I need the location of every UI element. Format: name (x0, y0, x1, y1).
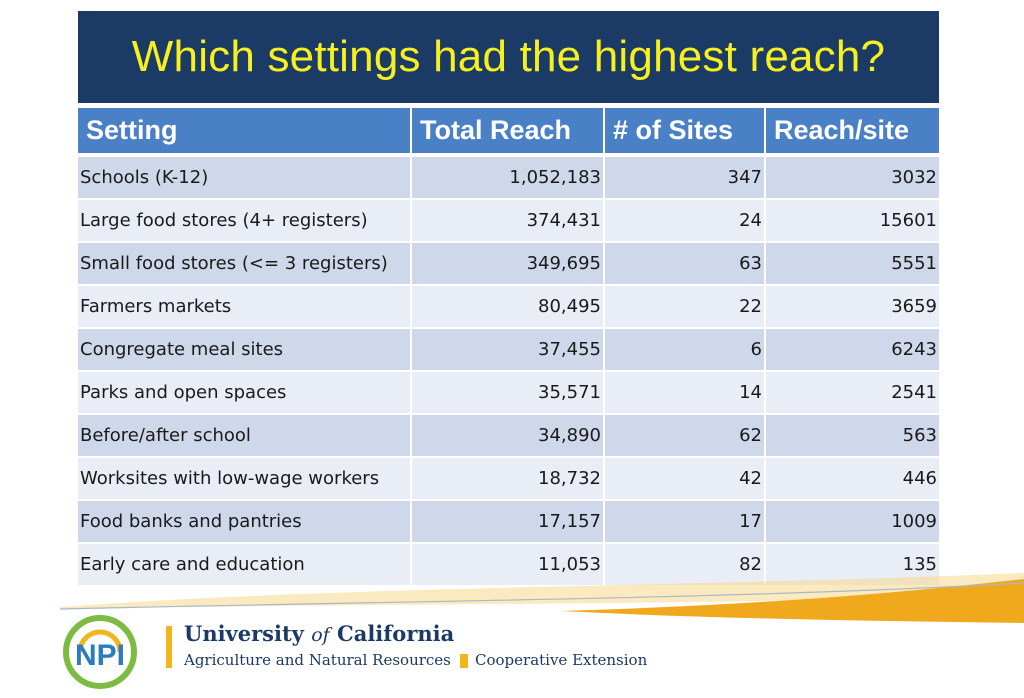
reach-table: Setting Total Reach # of Sites Reach/sit… (78, 108, 939, 585)
cell-total-reach: 37,455 (412, 327, 605, 370)
cell-setting: Congregate meal sites (78, 327, 412, 370)
cell-reach-per-site: 6243 (766, 327, 939, 370)
cell-total-reach: 18,732 (412, 456, 605, 499)
cell-total-reach: 374,431 (412, 198, 605, 241)
table-row: Schools (K-12) 1,052,183 347 3032 (78, 153, 939, 198)
cell-setting: Parks and open spaces (78, 370, 412, 413)
cell-setting: Schools (K-12) (78, 153, 412, 198)
table-row: Worksites with low-wage workers 18,732 4… (78, 456, 939, 499)
table-row: Farmers markets 80,495 22 3659 (78, 284, 939, 327)
cell-total-reach: 80,495 (412, 284, 605, 327)
footer-swoosh (59, 573, 1024, 623)
cell-reach-per-site: 15601 (766, 198, 939, 241)
cell-sites: 63 (605, 241, 766, 284)
cell-setting: Early care and education (78, 542, 412, 585)
cell-setting: Small food stores (<= 3 registers) (78, 241, 412, 284)
header-num-sites: # of Sites (605, 108, 766, 153)
header-total-reach: Total Reach (412, 108, 605, 153)
cooperative-extension: Cooperative Extension (475, 651, 648, 669)
header-reach-per-site: Reach/site (766, 108, 939, 153)
header-setting: Setting (78, 108, 412, 153)
cell-total-reach: 35,571 (412, 370, 605, 413)
cell-total-reach: 17,157 (412, 499, 605, 542)
cell-setting: Worksites with low-wage workers (78, 456, 412, 499)
npi-logo: NPI (63, 615, 137, 689)
cell-total-reach: 349,695 (412, 241, 605, 284)
table-row: Congregate meal sites 37,455 6 6243 (78, 327, 939, 370)
cell-total-reach: 1,052,183 (412, 153, 605, 198)
ce-accent-bar (460, 654, 468, 668)
cell-setting: Before/after school (78, 413, 412, 456)
table-row: Large food stores (4+ registers) 374,431… (78, 198, 939, 241)
table-row: Before/after school 34,890 62 563 (78, 413, 939, 456)
cell-reach-per-site: 3659 (766, 284, 939, 327)
cell-sites: 22 (605, 284, 766, 327)
uc-accent-bar (166, 626, 172, 668)
cell-sites: 42 (605, 456, 766, 499)
cell-sites: 347 (605, 153, 766, 198)
cell-sites: 17 (605, 499, 766, 542)
cell-total-reach: 34,890 (412, 413, 605, 456)
slide-title: Which settings had the highest reach? (131, 32, 886, 81)
cell-sites: 6 (605, 327, 766, 370)
cell-sites: 62 (605, 413, 766, 456)
cell-sites: 14 (605, 370, 766, 413)
cell-sites: 24 (605, 198, 766, 241)
uc-name-of: of (311, 624, 330, 646)
cell-reach-per-site: 2541 (766, 370, 939, 413)
cell-reach-per-site: 3032 (766, 153, 939, 198)
cell-total-reach: 11,053 (412, 542, 605, 585)
cell-reach-per-site: 446 (766, 456, 939, 499)
title-band: Which settings had the highest reach? (78, 11, 939, 103)
cell-setting: Farmers markets (78, 284, 412, 327)
cell-setting: Large food stores (4+ registers) (78, 198, 412, 241)
uc-subtitle: Agriculture and Natural Resources (184, 651, 451, 669)
cell-reach-per-site: 5551 (766, 241, 939, 284)
table-row: Small food stores (<= 3 registers) 349,6… (78, 241, 939, 284)
uc-name-part2: California (337, 621, 455, 646)
table-header-row: Setting Total Reach # of Sites Reach/sit… (78, 108, 939, 153)
cell-reach-per-site: 563 (766, 413, 939, 456)
table-row: Parks and open spaces 35,571 14 2541 (78, 370, 939, 413)
table-row: Food banks and pantries 17,157 17 1009 (78, 499, 939, 542)
cell-reach-per-site: 1009 (766, 499, 939, 542)
uc-name: University of California (184, 621, 454, 646)
cell-sites: 82 (605, 542, 766, 585)
table-row: Early care and education 11,053 82 135 (78, 542, 939, 585)
uc-name-part1: University (184, 621, 304, 646)
npi-logo-text: NPI (75, 639, 125, 672)
cell-setting: Food banks and pantries (78, 499, 412, 542)
